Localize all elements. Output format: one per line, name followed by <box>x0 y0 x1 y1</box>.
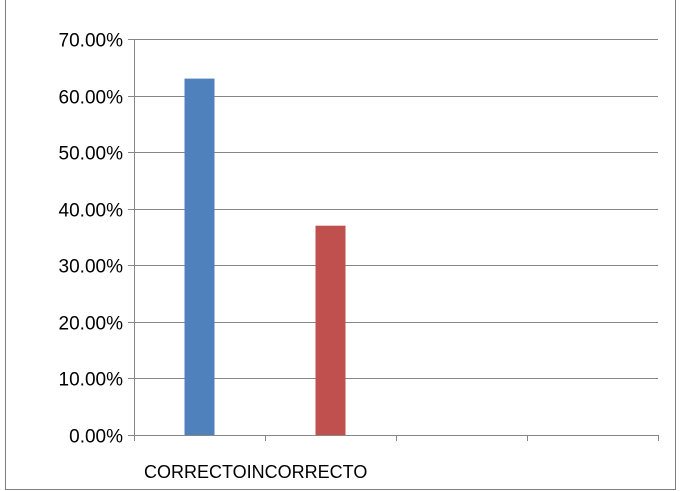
gridlines <box>134 39 658 379</box>
y-tick-label: 30.00% <box>59 257 124 278</box>
y-tick-label: 20.00% <box>59 314 124 335</box>
category-axis-label: CORRECTOINCORRECTO <box>144 462 367 482</box>
y-tick-label: 60.00% <box>59 88 124 109</box>
x-axis <box>134 435 659 441</box>
y-tick-labels: 0.00% 10.00% 20.00% 30.00% 40.00% 50.00% 60.00… <box>59 31 124 448</box>
y-axis <box>128 39 135 436</box>
y-tick-label: 10.00% <box>59 370 124 391</box>
y-tick-label: 70.00% <box>59 31 124 52</box>
bar-incorrecto <box>315 225 346 435</box>
y-tick-label: 50.00% <box>59 144 124 165</box>
bar-correcto <box>184 78 215 435</box>
bars <box>184 78 346 435</box>
y-tick-label: 0.00% <box>69 427 123 448</box>
y-tick-label: 40.00% <box>59 201 124 222</box>
